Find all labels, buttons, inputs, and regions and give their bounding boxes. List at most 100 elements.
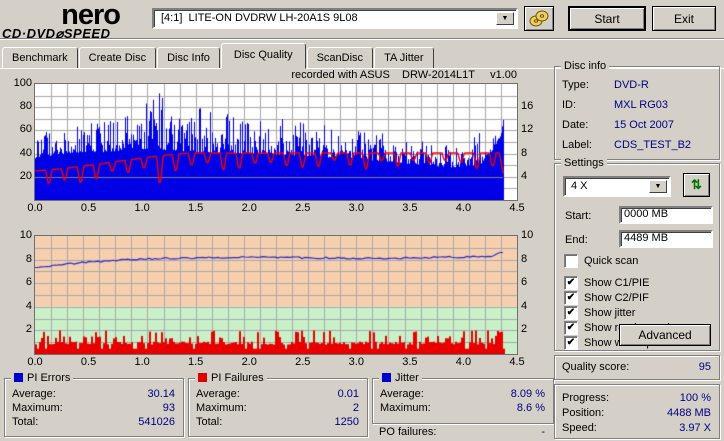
checkbox-show-jitter[interactable]: ✔ Show jitter xyxy=(564,306,635,320)
y-axis-tick-label: 40 xyxy=(19,146,32,159)
stat-row: Maximum: 2 xyxy=(196,402,359,414)
x-axis-tick-label: 4.5 xyxy=(509,356,525,368)
disc-info-title: Disc info xyxy=(561,60,610,73)
tab-strip-edge xyxy=(0,68,724,69)
stat-row: Average: 30.14 xyxy=(12,388,175,400)
checkbox-box: ✔ xyxy=(564,321,578,335)
tab-ta-jitter[interactable]: TA Jitter xyxy=(374,47,434,69)
y-axis-tick-label: 20 xyxy=(19,169,32,182)
disc-info-button[interactable] xyxy=(524,6,554,31)
tab-benchmark[interactable]: Benchmark xyxy=(2,47,78,69)
drive-selector[interactable]: [4:1] LITE-ON DVDRW LH-20A1S 9L08 ▼ xyxy=(152,8,518,29)
start-field[interactable]: 0000 MB xyxy=(619,206,713,224)
x-axis-tick-label: 4.0 xyxy=(455,202,472,214)
progress-row: Speed: 3.97 X xyxy=(562,422,711,434)
x-axis-tick-label: 1.0 xyxy=(134,356,150,368)
x-axis-tick-label: 2.0 xyxy=(241,202,257,214)
stat-row: Average: 0.01 xyxy=(196,388,359,400)
quality-score-panel: Quality score: 95 xyxy=(554,355,720,380)
speed-select-value: 4 X xyxy=(571,180,588,192)
checkbox-box: ✔ xyxy=(564,276,578,290)
x-axis-tick-label: 0.0 xyxy=(27,356,43,368)
po-failures-row: PO failures: - xyxy=(379,426,545,438)
y-axis-tick-label: 100 xyxy=(13,77,32,89)
y-axis-tick-label: 10 xyxy=(521,229,534,241)
checkbox-quick-scan[interactable]: Quick scan xyxy=(564,254,638,268)
disc-info-row: ID: MXL RG03 xyxy=(562,99,669,111)
x-axis-tick-label: 3.0 xyxy=(348,202,364,214)
x-axis-tick-label: 3.5 xyxy=(402,202,418,214)
y-axis-tick-label: 10 xyxy=(19,229,32,241)
x-axis-tick-label: 0.5 xyxy=(80,202,97,214)
progress-row: Position: 4488 MB xyxy=(562,407,711,419)
stat-row: Total: 1250 xyxy=(196,416,359,428)
pi-errors-legend: PI Errors xyxy=(11,372,74,385)
y-axis-tick-label: 4 xyxy=(521,299,528,312)
dropdown-arrow-icon[interactable]: ▼ xyxy=(649,180,667,193)
end-field-label: End: xyxy=(565,234,588,246)
refresh-icon: ⇅ xyxy=(691,177,702,192)
y-axis-tick-label: 60 xyxy=(19,123,32,136)
y-axis-tick-label: 4 xyxy=(521,169,528,182)
stat-row: Maximum: 8.6 % xyxy=(380,402,545,414)
disc-info-row: Type: DVD-R xyxy=(562,79,649,91)
tab-disc-info[interactable]: Disc Info xyxy=(157,47,220,69)
x-axis-tick-label: 2.0 xyxy=(241,356,257,368)
y-axis-tick-label: 12 xyxy=(521,123,534,136)
x-axis-tick-label: 1.0 xyxy=(134,202,150,214)
settings-title: Settings xyxy=(561,157,607,170)
jitter-chart-canvas xyxy=(34,235,518,355)
y-axis-tick-label: 8 xyxy=(521,146,528,159)
x-axis-tick-label: 1.5 xyxy=(188,202,204,214)
disc-info-row: Date: 15 Oct 2007 xyxy=(562,119,674,131)
advanced-button[interactable]: Advanced xyxy=(619,324,711,346)
checkbox-box: ✔ xyxy=(564,306,578,320)
x-axis-tick-label: 2.5 xyxy=(295,202,311,214)
progress-row: Progress: 100 % xyxy=(562,392,711,404)
pi-failures-stats-panel: PI Failures Average: 0.01 Maximum: 2 Total… xyxy=(188,372,368,437)
exit-button[interactable]: Exit xyxy=(652,6,716,31)
jitter-legend: Jitter xyxy=(379,372,422,385)
settings-panel: Settings 4 X ▼ ⇅ Start: 0000 MB End: 448… xyxy=(554,157,720,351)
disc-info-row: Label: CDS_TEST_B2 xyxy=(562,139,692,151)
checkbox-box: ✔ xyxy=(564,291,578,305)
refresh-button[interactable]: ⇅ xyxy=(683,173,710,197)
x-axis-tick-label: 0.5 xyxy=(80,356,97,368)
y-axis-tick-label: 6 xyxy=(521,276,528,289)
stat-row: Total: 541026 xyxy=(12,416,175,428)
end-field[interactable]: 4489 MB xyxy=(619,230,713,248)
checkbox-box xyxy=(564,254,578,268)
y-axis-tick-label: 6 xyxy=(25,276,32,289)
y-axis-tick-label: 16 xyxy=(521,100,534,113)
quality-score-row: Quality score: 95 xyxy=(562,361,711,373)
pi-failures-marker-icon xyxy=(198,373,207,382)
x-axis-tick-label: 4.0 xyxy=(455,356,472,368)
pi-failures-legend: PI Failures xyxy=(195,372,267,385)
y-axis-tick-label: 2 xyxy=(25,323,32,336)
checkbox-box: ✔ xyxy=(564,336,578,350)
start-button[interactable]: Start xyxy=(568,6,646,31)
jitter-marker-icon xyxy=(382,373,391,382)
nero-logo: nero CD·DVD⌀SPEED xyxy=(2,1,128,41)
disc-info-panel: Disc info Type: DVD-R ID: MXL RG03 Date: 15… xyxy=(554,60,720,160)
dropdown-arrow-icon[interactable]: ▼ xyxy=(496,12,514,25)
y-axis-tick-label: 4 xyxy=(25,299,32,312)
y-axis-tick-label: 8 xyxy=(521,252,528,265)
y-axis-tick-label: 80 xyxy=(19,100,32,113)
speed-select[interactable]: 4 X ▼ xyxy=(563,176,671,197)
tab-scandisc[interactable]: ScanDisc xyxy=(306,47,374,69)
tab-create-disc[interactable]: Create Disc xyxy=(78,47,157,69)
pi-errors-stats-panel: PI Errors Average: 30.14 Maximum: 93 Total… xyxy=(4,372,184,437)
stat-row: Average: 8.09 % xyxy=(380,388,545,400)
stat-row: Maximum: 93 xyxy=(12,402,175,414)
tab-bar: Benchmark Create Disc Disc Info Disc Qua… xyxy=(2,43,435,69)
y-axis-tick-label: 8 xyxy=(25,252,32,265)
checkbox-show-c1-pie[interactable]: ✔ Show C1/PIE xyxy=(564,276,649,290)
logo-text-cd-dvd-speed: CD·DVD⌀SPEED xyxy=(2,26,111,41)
tab-disc-quality[interactable]: Disc Quality xyxy=(220,43,306,69)
x-axis-tick-label: 3.0 xyxy=(348,356,364,368)
checkbox-show-c2-pif[interactable]: ✔ Show C2/PIF xyxy=(564,291,649,305)
discs-icon xyxy=(528,10,550,28)
pi-errors-marker-icon xyxy=(14,373,23,382)
